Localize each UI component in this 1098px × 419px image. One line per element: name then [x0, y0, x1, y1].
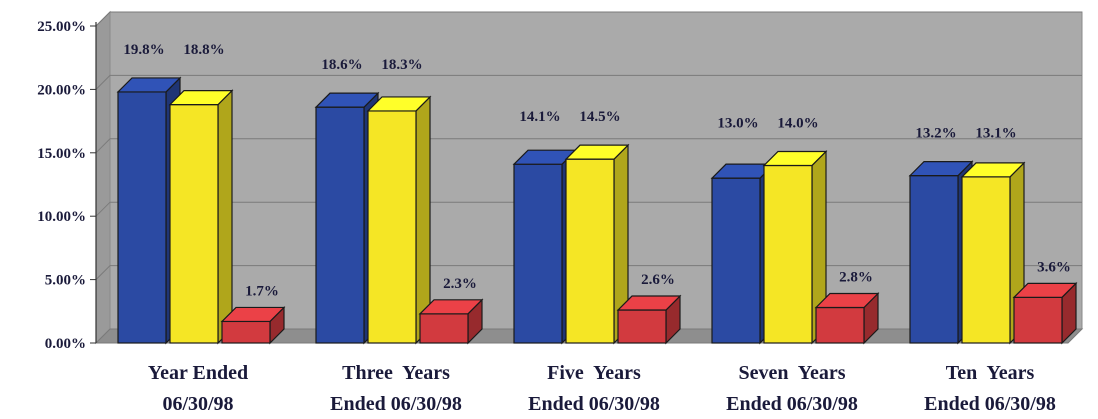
- data-label: 2.6%: [641, 272, 675, 288]
- bar-front: [617, 309, 667, 344]
- data-label: 13.0%: [717, 115, 758, 131]
- bar-top: [220, 306, 286, 323]
- gridline: [95, 138, 1082, 154]
- bar-top: [814, 292, 880, 309]
- bar-side: [217, 89, 233, 345]
- bar-front: [169, 104, 219, 344]
- y-axis: 0.00% 5.00% 10.00% 15.00% 20.00% 25.00%: [37, 19, 97, 352]
- bar: [564, 143, 630, 345]
- data-label: 18.3%: [381, 57, 422, 73]
- data-label: 18.8%: [183, 42, 224, 58]
- bar: [168, 89, 234, 345]
- bar-top: [314, 92, 380, 108]
- bar-top: [418, 299, 484, 315]
- bar-front: [513, 163, 563, 344]
- category-label: Year Ended 06/30/98: [148, 362, 248, 415]
- category-label: Three Years Ended 06/30/98: [330, 362, 462, 415]
- y-tick-label: 10.00%: [37, 209, 86, 225]
- y-tick-label: 0.00%: [45, 336, 86, 352]
- bar-top: [116, 77, 182, 93]
- bar-front: [961, 176, 1011, 344]
- bar: [960, 161, 1026, 345]
- bar-front: [711, 177, 761, 344]
- gridlines: [95, 11, 1082, 280]
- bar-front: [315, 106, 365, 344]
- bars: [116, 76, 1078, 345]
- gridline: [95, 74, 1082, 90]
- data-label: 2.3%: [443, 276, 477, 292]
- bar-top: [908, 161, 974, 177]
- bar-top: [366, 96, 432, 112]
- data-label: 19.8%: [123, 42, 164, 58]
- bar-front: [221, 320, 271, 344]
- data-label: 14.1%: [519, 109, 560, 125]
- y-tick-label: 25.00%: [37, 19, 86, 35]
- bar-front: [419, 313, 469, 344]
- data-label: 14.5%: [579, 109, 620, 125]
- bar-top: [1012, 282, 1078, 298]
- bar: [366, 95, 432, 345]
- y-tick-label: 15.00%: [37, 146, 86, 162]
- category-label: Ten Years Ended 06/30/98: [924, 362, 1056, 415]
- data-label: 18.6%: [321, 57, 362, 73]
- bar-front: [909, 175, 959, 344]
- y-tick-label: 5.00%: [45, 273, 86, 289]
- bar: [220, 305, 286, 345]
- data-label: 1.7%: [245, 283, 279, 299]
- data-labels: 19.8% 18.8% 1.7% 18.6% 18.3% 2.3% 14.1% 14.5% 2.…: [123, 42, 1071, 300]
- gridline: [95, 11, 1082, 27]
- bar-front: [763, 164, 813, 344]
- bar: [762, 150, 828, 345]
- bar-front: [565, 158, 615, 344]
- bar-top: [564, 144, 630, 160]
- category-label: Five Years Ended 06/30/98: [528, 362, 660, 415]
- data-label: 2.8%: [839, 269, 873, 285]
- bar-top: [960, 162, 1026, 178]
- category-label: Seven Years Ended 06/30/98: [726, 362, 858, 415]
- bar: [616, 294, 682, 345]
- data-label: 13.1%: [975, 126, 1016, 142]
- bar-front: [815, 306, 865, 344]
- bar: [1012, 281, 1078, 345]
- bar: [418, 298, 484, 345]
- bar-front: [367, 110, 417, 344]
- bar-top: [616, 295, 682, 311]
- bar-top: [762, 150, 828, 167]
- plot-side-wall: [95, 10, 111, 345]
- y-tick-label: 20.00%: [37, 82, 86, 98]
- category-labels: Year Ended 06/30/98 Three Years Ended 06/30…: [148, 362, 1056, 415]
- bar-top: [168, 90, 234, 106]
- data-label: 3.6%: [1037, 259, 1071, 275]
- bar-front: [1013, 296, 1063, 344]
- data-label: 14.0%: [777, 115, 818, 131]
- bar-front: [117, 91, 167, 344]
- bar: [814, 292, 880, 345]
- data-label: 13.2%: [915, 126, 956, 142]
